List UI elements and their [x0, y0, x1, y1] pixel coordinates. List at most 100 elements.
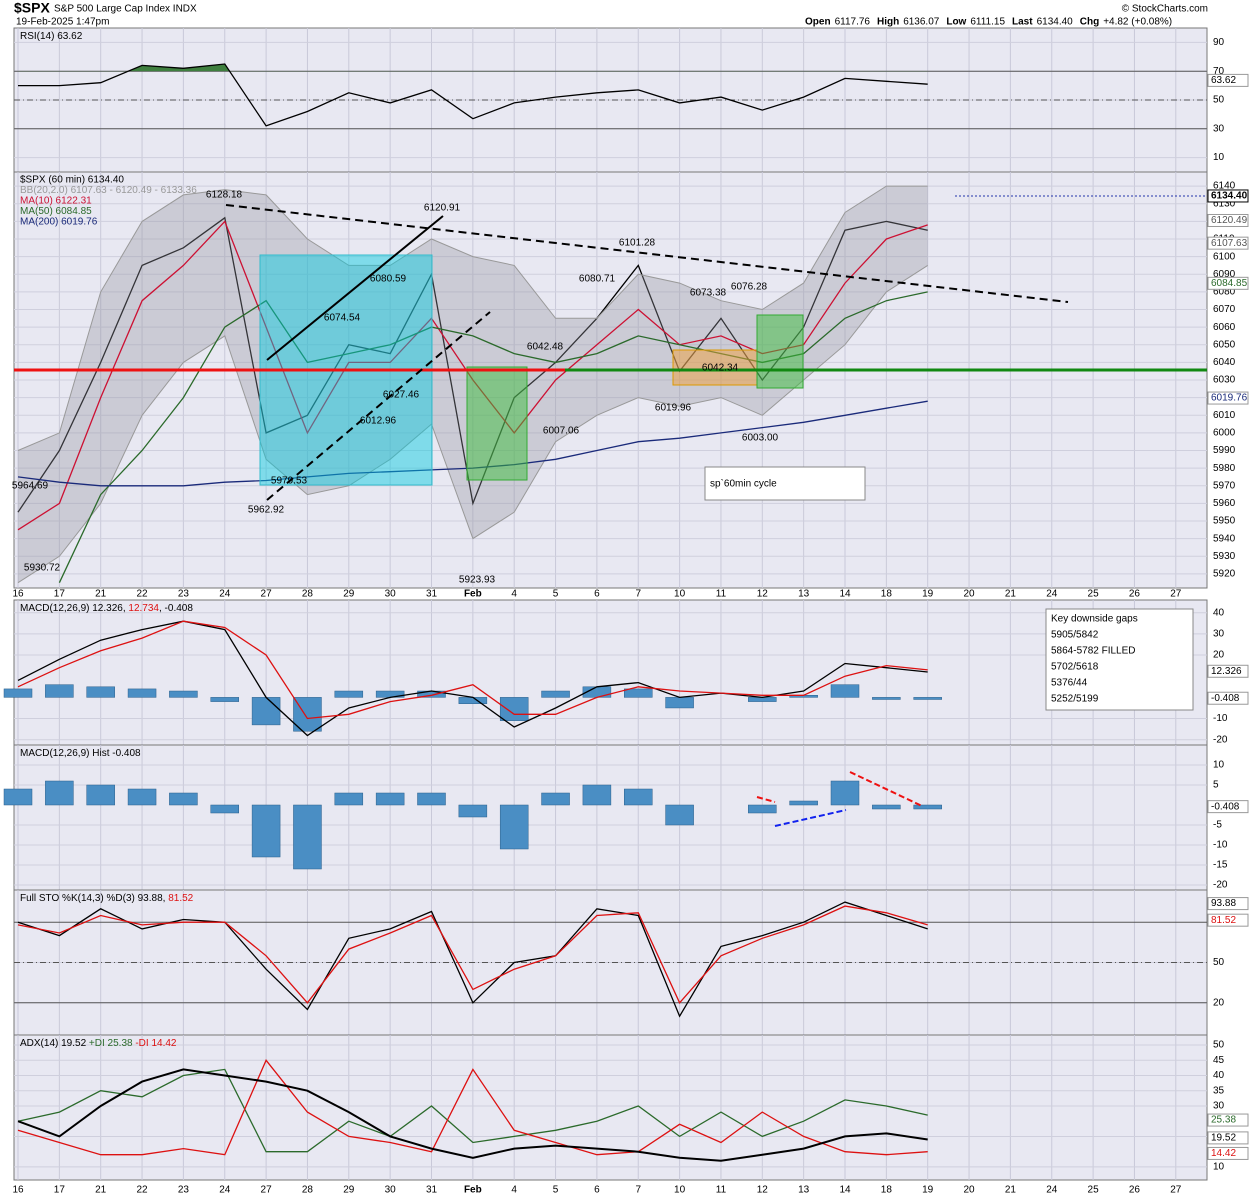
- hist-bar: [251, 804, 281, 858]
- hist-bar: [45, 780, 74, 806]
- value-label-bg: [1207, 664, 1249, 678]
- orange-box: [672, 349, 758, 386]
- gap-line: 5252/5199: [1051, 694, 1099, 705]
- x-tick-label: 7: [635, 589, 641, 600]
- x-tick-label: 17: [54, 589, 66, 600]
- date-axis-bg: [14, 588, 1207, 600]
- price-annotation: 6027.46: [383, 390, 420, 401]
- y-tick-label: 50: [1213, 95, 1225, 106]
- x-tick-label: 23: [178, 589, 190, 600]
- hist-bar: [499, 697, 529, 721]
- y-tick-label: 50: [1213, 1040, 1225, 1051]
- hist-bar: [417, 792, 446, 806]
- price-annotation: 6080.71: [579, 274, 616, 285]
- quote-value: 6136.07: [903, 17, 940, 28]
- x-tick-label: 25: [1088, 1185, 1100, 1196]
- hist-bar: [872, 804, 901, 810]
- hist-bar: [210, 697, 239, 702]
- gap-line: 5702/5618: [1051, 662, 1099, 673]
- panel-bg: [13, 744, 1208, 891]
- y-tick-label: 6140: [1213, 181, 1236, 192]
- y-tick-label: 6000: [1213, 428, 1236, 439]
- value-label: 6084.85: [1211, 278, 1248, 289]
- hist-bar: [830, 684, 860, 698]
- quote-value: +4.82 (+0.08%): [1103, 17, 1172, 28]
- hist-line-red: [849, 771, 923, 807]
- value-label-bg: [1207, 276, 1249, 290]
- bb-lower: [17, 264, 928, 584]
- hist-bar: [251, 697, 281, 726]
- x-tick-label: 27: [1170, 589, 1182, 600]
- value-label: 14.42: [1211, 1148, 1236, 1159]
- price-annotation: 5964.69: [12, 481, 49, 492]
- x-tick-label: 10: [674, 589, 686, 600]
- y-tick-label: 90: [1213, 37, 1225, 48]
- hist-bar: [665, 804, 694, 826]
- date-axis-bg: [14, 1180, 1207, 1200]
- y-tick-label: 5960: [1213, 498, 1236, 509]
- panel-label-part: +DI 25.38: [86, 1038, 133, 1049]
- x-tick-label: 24: [219, 1185, 231, 1196]
- price-annotation: 5962.92: [248, 505, 285, 516]
- x-tick-label: 12: [757, 589, 769, 600]
- price-annotation: 6019.96: [655, 403, 692, 414]
- hist-bar: [913, 804, 942, 810]
- hist-bar: [169, 792, 198, 806]
- x-tick-label: 29: [343, 589, 355, 600]
- hist-bar: [3, 688, 33, 698]
- price-annotation: 5923.93: [459, 575, 496, 586]
- y-tick-label: 5950: [1213, 516, 1236, 527]
- x-tick-label: 27: [1170, 1185, 1182, 1196]
- x-tick-label: 13: [798, 1185, 810, 1196]
- panel-label-part: , -0.408: [159, 603, 193, 614]
- y-tick-label: 6040: [1213, 357, 1236, 368]
- hist-bar: [913, 697, 942, 700]
- x-tick-label: 28: [302, 1185, 314, 1196]
- price-annotation: 6076.28: [731, 282, 768, 293]
- channel-bottom: [266, 311, 491, 501]
- price-annotation: 6012.96: [360, 416, 397, 427]
- x-tick-label: 24: [1046, 1185, 1058, 1196]
- series-line: [17, 1059, 928, 1156]
- hist-bar: [3, 788, 33, 806]
- y-tick-label: 20: [1213, 650, 1225, 661]
- hist-bar: [624, 788, 653, 806]
- value-label: 12.326: [1211, 666, 1242, 677]
- value-label-bg: [1207, 691, 1249, 705]
- x-tick-label: 31: [426, 589, 438, 600]
- y-tick-label: 10: [1213, 152, 1225, 163]
- legend-entry: MA(200) 6019.76: [20, 217, 98, 228]
- hist-bar: [665, 697, 694, 709]
- trendline: [225, 204, 1069, 303]
- value-label: 6134.40: [1211, 191, 1248, 202]
- value-label: 6107.63: [1211, 238, 1248, 249]
- x-tick-label: 23: [178, 1185, 190, 1196]
- series-line: [17, 1068, 928, 1153]
- panel-label: MACD(12,26,9) 12.326, 12.734, -0.408: [20, 603, 193, 614]
- hist-bar: [458, 697, 488, 704]
- hist-bar: [86, 686, 115, 698]
- value-label: 6019.76: [1211, 393, 1248, 404]
- x-tick-label: 21: [95, 1185, 107, 1196]
- value-label: 93.88: [1211, 898, 1236, 909]
- x-tick-label: 21: [1005, 589, 1017, 600]
- x-tick-label: 16: [12, 1185, 24, 1196]
- panel-label-part: ADX(14) 19.52: [20, 1038, 87, 1049]
- series-line: [17, 620, 928, 720]
- y-tick-label: 6060: [1213, 322, 1236, 333]
- x-tick-label: 11: [716, 589, 727, 600]
- y-tick-label: 40: [1213, 607, 1225, 618]
- y-tick-label: 45: [1213, 1055, 1225, 1066]
- value-label: 19.52: [1211, 1133, 1236, 1144]
- price-annotation: 6073.38: [690, 288, 727, 299]
- y-tick-label: 5980: [1213, 463, 1236, 474]
- series-line: [18, 63, 928, 127]
- x-tick-label: 30: [385, 1185, 397, 1196]
- gap-line: 5376/44: [1051, 678, 1088, 689]
- quote-label: Open: [805, 17, 831, 28]
- value-label-bg: [1207, 391, 1249, 405]
- quote-value: 6117.76: [835, 17, 871, 28]
- y-tick-label: -15: [1213, 860, 1228, 871]
- note-box: [704, 466, 866, 501]
